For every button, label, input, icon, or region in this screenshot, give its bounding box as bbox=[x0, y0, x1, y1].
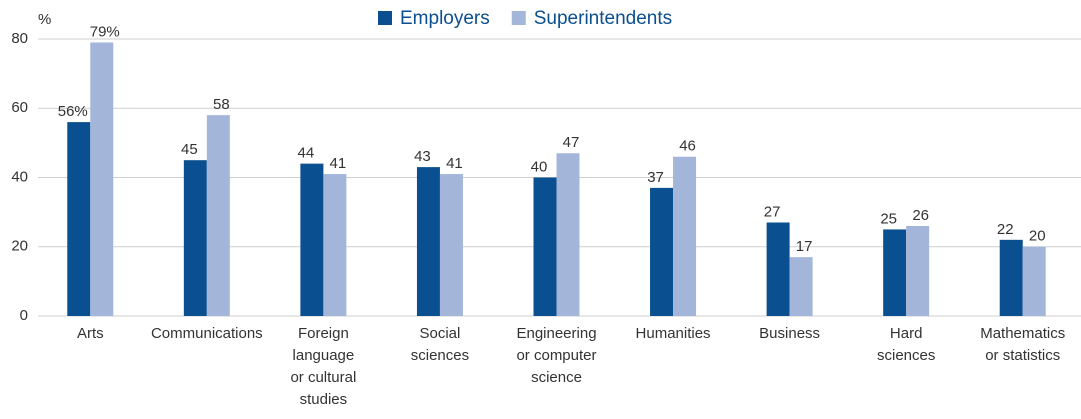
data-label: 56% bbox=[58, 103, 88, 120]
data-label: 37 bbox=[647, 169, 664, 186]
bar bbox=[183, 160, 207, 316]
data-label: 27 bbox=[764, 203, 781, 220]
bar bbox=[789, 257, 813, 316]
data-label: 43 bbox=[414, 148, 431, 165]
bar bbox=[206, 115, 230, 316]
bar bbox=[673, 156, 697, 316]
bar bbox=[906, 225, 930, 316]
data-label: 26 bbox=[912, 207, 929, 224]
data-label: 58 bbox=[213, 96, 230, 113]
data-label: 25 bbox=[880, 210, 897, 227]
x-tick-label: Foreign language or cultural studies bbox=[290, 325, 356, 408]
data-label: 40 bbox=[531, 158, 548, 175]
bar bbox=[883, 229, 907, 316]
data-label: 46 bbox=[679, 138, 696, 155]
bar bbox=[556, 153, 580, 316]
data-label: 45 bbox=[181, 141, 198, 158]
x-tick-label: Business bbox=[759, 325, 820, 342]
y-tick-label: 60 bbox=[11, 99, 28, 116]
bar bbox=[766, 222, 790, 316]
x-tick-label: Social sciences bbox=[411, 325, 469, 364]
bar bbox=[416, 167, 440, 316]
bar bbox=[67, 122, 91, 316]
x-tick-label: Humanities bbox=[636, 325, 711, 342]
data-label: 41 bbox=[446, 155, 463, 172]
bar bbox=[650, 187, 674, 316]
x-tick-label: Arts bbox=[77, 325, 104, 342]
y-unit-label: % bbox=[38, 11, 51, 28]
bar bbox=[323, 174, 347, 316]
bar bbox=[1022, 246, 1046, 316]
data-label: 41 bbox=[330, 155, 347, 172]
bar bbox=[90, 42, 114, 317]
bar bbox=[439, 174, 463, 316]
legend-swatch bbox=[511, 11, 526, 25]
legend-label: Superintendents bbox=[534, 8, 672, 29]
x-tick-label: Engineering or computer science bbox=[516, 325, 596, 386]
x-tick-label: Mathematics or statistics bbox=[980, 325, 1065, 364]
legend-label: Employers bbox=[400, 8, 490, 29]
y-tick-label: 20 bbox=[11, 238, 28, 255]
data-label: 47 bbox=[563, 134, 580, 151]
legend-swatch bbox=[378, 11, 392, 25]
y-tick-label: 80 bbox=[11, 30, 28, 47]
data-label: 20 bbox=[1029, 228, 1046, 245]
data-label: 22 bbox=[997, 221, 1014, 238]
bar bbox=[999, 239, 1023, 316]
bar bbox=[533, 177, 557, 316]
x-tick-label: Hard sciences bbox=[877, 325, 935, 364]
data-label: 79% bbox=[90, 23, 120, 40]
bar bbox=[300, 163, 324, 316]
data-label: 44 bbox=[298, 145, 315, 162]
x-tick-label: Communications bbox=[151, 325, 263, 342]
y-tick-label: 0 bbox=[20, 307, 28, 324]
y-tick-label: 40 bbox=[11, 168, 28, 185]
data-label: 17 bbox=[796, 238, 813, 255]
